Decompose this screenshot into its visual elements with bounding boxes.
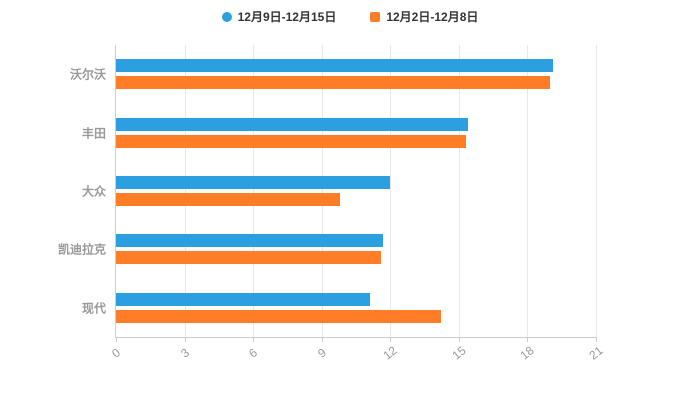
bar-丰田-series2[interactable]: [116, 134, 466, 148]
category-label-2: 丰田: [81, 126, 106, 141]
category-label-4: 凯迪拉克: [57, 242, 106, 257]
x-axis-tick-label: 3: [177, 345, 192, 361]
gridline: [390, 45, 392, 337]
gridline: [458, 45, 460, 337]
x-axis-tick-label: 0: [109, 345, 123, 361]
x-axis-tick: [527, 337, 529, 342]
x-axis-tick-label: 18: [517, 343, 537, 363]
bar-现代-series1[interactable]: [116, 292, 370, 306]
legend-item-series2[interactable]: 12月2日-12月8日: [370, 8, 478, 25]
x-axis-tick: [458, 337, 460, 342]
legend-item-series1[interactable]: 12月9日-12月15日: [221, 8, 337, 25]
category-label-5: 现代: [81, 301, 106, 316]
plot-area: 0 3 6 9 12 15 18 21 沃尔沃丰田大众凯迪拉克现代: [58, 45, 606, 363]
bar-大众-series1[interactable]: [116, 176, 391, 189]
category-label-3: 大众: [81, 184, 106, 199]
bar-沃尔沃-series2[interactable]: [116, 76, 551, 90]
x-axis-tick-label: 6: [246, 345, 261, 361]
legend-marker-circle-icon: [221, 11, 232, 22]
legend-label-series1: 12月9日-12月15日: [237, 10, 337, 24]
bar-大众-series2[interactable]: [116, 193, 340, 206]
bar-凯迪拉克-series1[interactable]: [116, 234, 384, 248]
x-axis-tick-label: 21: [586, 343, 606, 363]
gridline: [527, 45, 529, 337]
bar-丰田-series1[interactable]: [116, 117, 468, 131]
x-axis-tick: [253, 337, 255, 342]
x-axis-tick-label: 12: [380, 343, 400, 363]
x-axis-tick: [116, 337, 117, 342]
x-axis-tick: [184, 337, 186, 342]
legend-label-series2: 12月2日-12月8日: [386, 10, 479, 24]
x-axis-tick-label: 9: [314, 345, 329, 361]
gridline: [253, 45, 255, 337]
gridline: [321, 45, 323, 337]
gridline: [596, 45, 597, 337]
bar-现代-series2[interactable]: [116, 309, 441, 323]
x-axis-tick: [390, 337, 392, 342]
x-axis-tick-label: 15: [449, 343, 469, 363]
bar-凯迪拉克-series2[interactable]: [116, 251, 382, 265]
x-axis-tick: [596, 337, 597, 342]
bar-沃尔沃-series1[interactable]: [116, 59, 553, 73]
x-axis-tick: [321, 337, 323, 342]
gridline: [184, 45, 186, 337]
category-label-1: 沃尔沃: [69, 67, 106, 82]
legend-marker-square-icon: [370, 11, 381, 22]
chart-legend: 12月9日-12月15日 12月2日-12月8日: [0, 8, 700, 25]
